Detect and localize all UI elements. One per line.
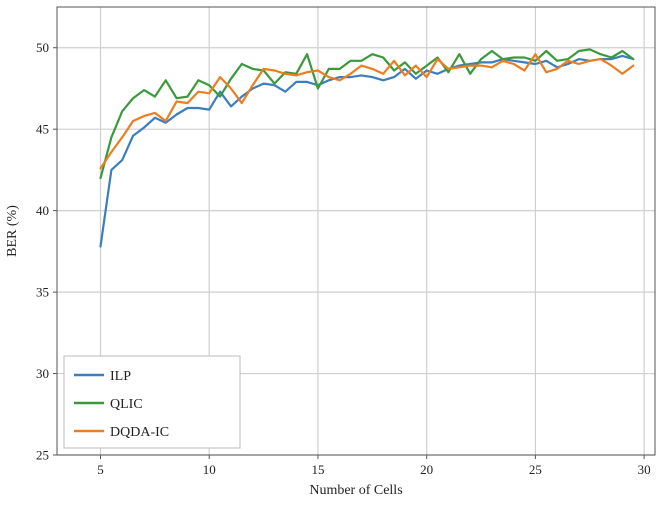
y-tick-label: 30 [36, 366, 49, 381]
series-layer [99, 48, 635, 248]
x-tick-label: 25 [529, 462, 542, 477]
x-tick-label: 20 [420, 462, 433, 477]
plot-frame [56, 6, 656, 456]
legend-label: ILP [110, 369, 131, 384]
y-tick-label: 40 [36, 203, 49, 218]
y-axis-label: BER (%) [5, 205, 20, 257]
series-line-ilp [99, 54, 635, 248]
legend: ILP QLIC DQDA-IC [63, 355, 241, 449]
x-tick-label: 15 [311, 462, 324, 477]
x-tick-label: 10 [203, 462, 216, 477]
series-line-dqda-ic [99, 53, 635, 170]
y-tick-label: 25 [36, 448, 49, 463]
y-tick-label: 45 [36, 122, 49, 137]
x-axis-label: Number of Cells [309, 483, 402, 498]
legend-label: DQDA-IC [110, 425, 169, 440]
legend-label: QLIC [110, 397, 143, 412]
series-line-qlic [99, 48, 635, 180]
x-tick-label: 5 [97, 462, 104, 477]
y-tick-label: 50 [36, 40, 49, 55]
x-tick-label: 30 [638, 462, 651, 477]
y-tick-label: 35 [36, 285, 49, 300]
axis-ticks: 5 10 15 20 25 30 25 30 35 40 45 50 [36, 40, 651, 477]
